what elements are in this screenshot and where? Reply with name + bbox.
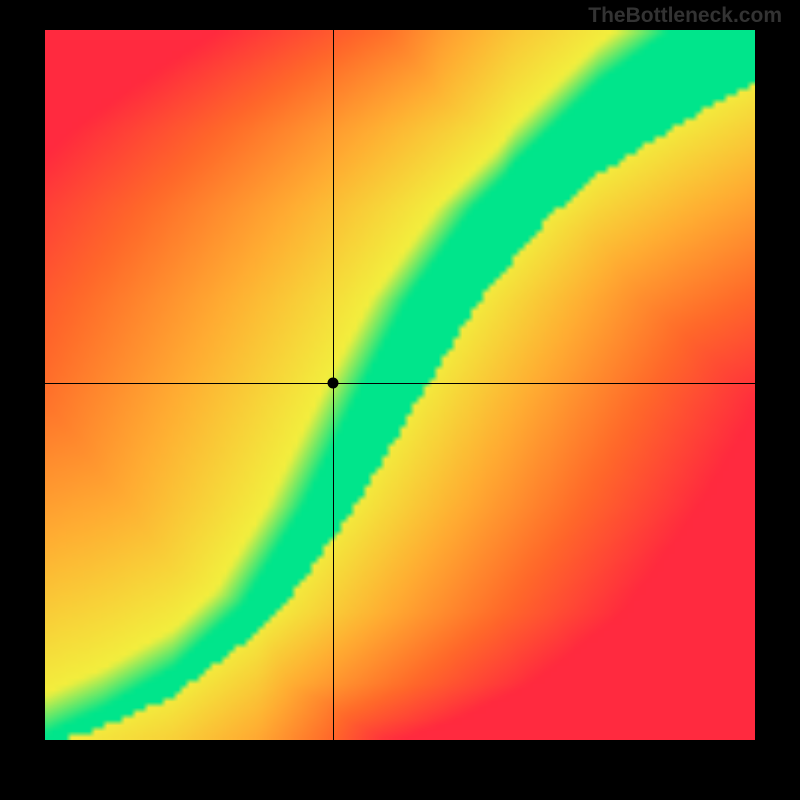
crosshair-horizontal <box>45 383 755 384</box>
selection-point <box>327 377 338 388</box>
heatmap-canvas <box>45 30 755 740</box>
bottleneck-chart <box>45 30 755 740</box>
watermark-text: TheBottleneck.com <box>588 4 782 28</box>
